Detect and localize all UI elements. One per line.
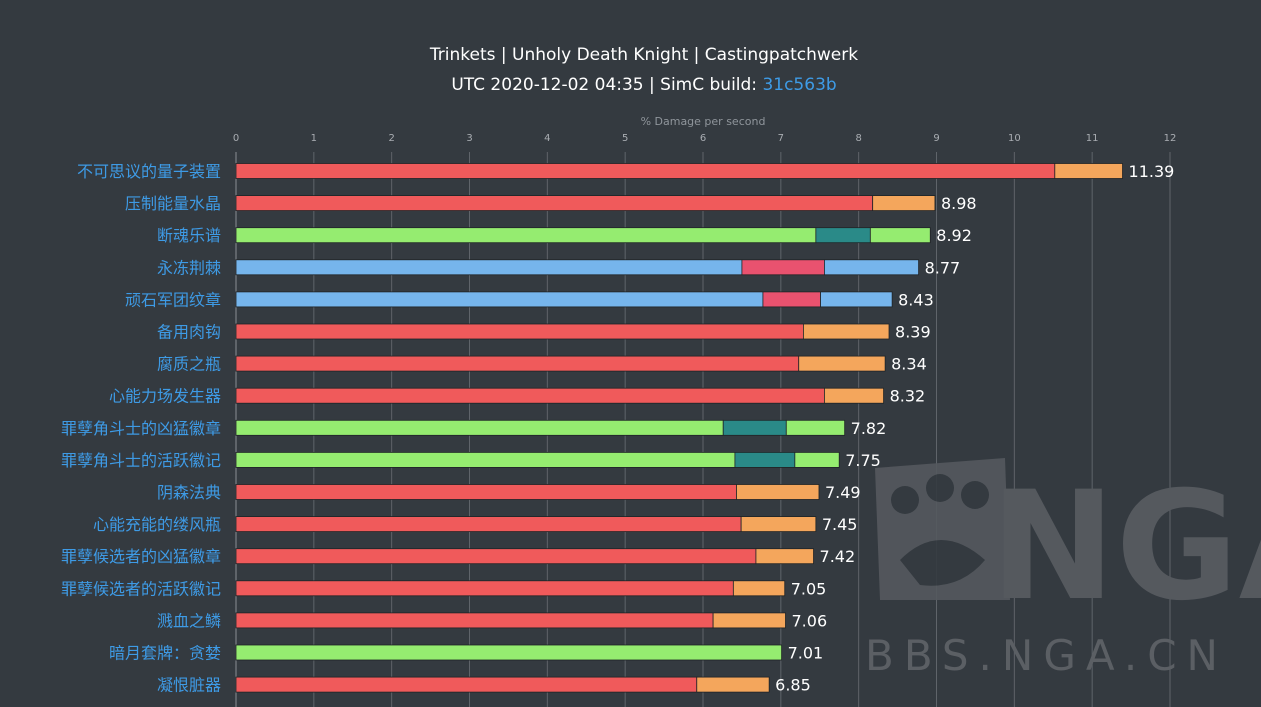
value-label: 8.92 bbox=[936, 226, 972, 245]
value-label: 8.34 bbox=[891, 355, 927, 374]
bar-segment[interactable] bbox=[235, 259, 743, 276]
bar-segment[interactable] bbox=[785, 419, 846, 436]
subtitle-text: UTC 2020-12-02 04:35 | SimC build: bbox=[451, 75, 762, 95]
chart-subtitle: UTC 2020-12-02 04:35 | SimC build: 31c56… bbox=[451, 75, 836, 95]
bar-segment[interactable] bbox=[1054, 163, 1123, 179]
value-label: 7.82 bbox=[851, 419, 887, 438]
category-label[interactable]: 罪孽角斗士的活跃徽记 bbox=[61, 451, 221, 470]
bar-segment[interactable] bbox=[732, 580, 786, 597]
value-label: 11.39 bbox=[1129, 162, 1175, 181]
bar-segment[interactable] bbox=[235, 484, 737, 500]
value-label: 7.42 bbox=[820, 547, 856, 566]
x-tick-label: 2 bbox=[388, 133, 394, 144]
watermark-site-text: BBS.NGA.CN bbox=[865, 631, 1228, 680]
category-label[interactable]: 心能力场发生器 bbox=[109, 387, 221, 406]
bar-segment[interactable] bbox=[235, 387, 825, 404]
value-label: 8.98 bbox=[941, 194, 977, 213]
bar-segment[interactable] bbox=[235, 676, 698, 693]
category-label[interactable]: 心能充能的缕风瓶 bbox=[93, 515, 221, 534]
x-axis-ticks: 0 1 2 3 4 5 6 7 8 9 10 11 12 bbox=[233, 133, 1177, 144]
category-label[interactable]: 断魂乐谱 bbox=[157, 226, 221, 245]
nga-watermark: NGA BBS.NGA.CN bbox=[865, 458, 1261, 680]
bar-segment[interactable] bbox=[872, 195, 936, 212]
category-label[interactable]: 溅血之鳞 bbox=[157, 611, 221, 630]
nga-paw-logo bbox=[875, 458, 1010, 600]
category-label[interactable]: 腐质之瓶 bbox=[157, 355, 221, 374]
bar-segment[interactable] bbox=[235, 516, 742, 532]
bar-segment[interactable] bbox=[815, 227, 871, 244]
x-tick-label: 11 bbox=[1086, 133, 1099, 144]
bar-segment[interactable] bbox=[696, 676, 770, 693]
category-labels: 不可思议的量子装置压制能量水晶断魂乐谱永冻荆棘顽石军团纹章备用肉钩腐质之瓶心能力… bbox=[61, 162, 221, 695]
bar-segment[interactable] bbox=[736, 484, 820, 500]
x-tick-label: 6 bbox=[700, 133, 706, 144]
category-label[interactable]: 顽石军团纹章 bbox=[125, 290, 221, 309]
category-label[interactable]: 罪孽候选者的活跃徽记 bbox=[61, 579, 221, 598]
bar-segment[interactable] bbox=[235, 291, 764, 308]
x-tick-label: 3 bbox=[466, 133, 472, 144]
bar-segment[interactable] bbox=[869, 227, 931, 244]
bar-segment[interactable] bbox=[235, 548, 757, 565]
value-label: 7.75 bbox=[845, 451, 881, 470]
value-label: 7.01 bbox=[788, 644, 824, 663]
bar-segment[interactable] bbox=[235, 163, 1056, 179]
category-label[interactable]: 暗月套牌：贪婪 bbox=[109, 644, 221, 663]
bar-segment[interactable] bbox=[740, 516, 817, 532]
category-label[interactable]: 备用肉钩 bbox=[157, 323, 221, 342]
x-tick-label: 4 bbox=[544, 133, 550, 144]
bar-segment[interactable] bbox=[235, 323, 804, 340]
value-label: 8.43 bbox=[898, 290, 934, 309]
bar-segment[interactable] bbox=[762, 291, 821, 308]
bar-segment[interactable] bbox=[794, 451, 840, 468]
x-tick-label: 7 bbox=[778, 133, 784, 144]
bar-segment[interactable] bbox=[824, 387, 884, 404]
bar-segment[interactable] bbox=[235, 644, 783, 661]
value-label: 7.05 bbox=[791, 579, 827, 598]
watermark-logo-text: NGA bbox=[990, 460, 1261, 634]
bar-segment[interactable] bbox=[755, 548, 814, 565]
category-label[interactable]: 罪孽候选者的凶猛徽章 bbox=[61, 547, 221, 566]
x-tick-label: 8 bbox=[855, 133, 861, 144]
category-label[interactable]: 永冻荆棘 bbox=[157, 258, 221, 277]
x-tick-label: 1 bbox=[311, 133, 317, 144]
bar-segment[interactable] bbox=[235, 419, 724, 436]
category-label[interactable]: 凝恨脏器 bbox=[157, 676, 221, 695]
value-label: 7.45 bbox=[822, 515, 858, 534]
bar-segment[interactable] bbox=[235, 227, 817, 244]
build-link[interactable]: 31c563b bbox=[762, 75, 836, 95]
bars bbox=[235, 163, 1123, 693]
value-label: 8.77 bbox=[925, 258, 961, 277]
bar-segment[interactable] bbox=[734, 451, 796, 468]
bar-segment[interactable] bbox=[741, 259, 825, 276]
value-label: 8.39 bbox=[895, 323, 931, 342]
value-label: 7.06 bbox=[792, 611, 828, 630]
category-label[interactable]: 罪孽角斗士的凶猛徽章 bbox=[61, 419, 221, 438]
bar-segment[interactable] bbox=[235, 451, 736, 468]
x-axis-title: % Damage per second bbox=[641, 115, 766, 128]
bar-segment[interactable] bbox=[798, 355, 886, 372]
chart-title: Trinkets | Unholy Death Knight | Casting… bbox=[429, 45, 858, 65]
category-label[interactable]: 阴森法典 bbox=[157, 483, 221, 502]
value-labels: 11.39 8.98 8.92 8.77 8.43 8.39 8.34 8.327.82 7.7… bbox=[775, 162, 1174, 695]
bar-segment[interactable] bbox=[235, 580, 734, 597]
x-tick-label: 5 bbox=[622, 133, 628, 144]
value-label: 7.49 bbox=[825, 483, 861, 502]
bar-segment[interactable] bbox=[235, 612, 714, 629]
x-tick-label: 12 bbox=[1164, 133, 1177, 144]
bar-segment[interactable] bbox=[235, 195, 874, 212]
x-tick-label: 10 bbox=[1008, 133, 1021, 144]
bar-segment[interactable] bbox=[820, 291, 893, 308]
x-tick-label: 9 bbox=[933, 133, 939, 144]
bar-segment[interactable] bbox=[235, 355, 800, 372]
category-label[interactable]: 不可思议的量子装置 bbox=[77, 162, 221, 181]
value-label: 6.85 bbox=[775, 676, 811, 695]
value-label: 8.32 bbox=[890, 387, 926, 406]
category-label[interactable]: 压制能量水晶 bbox=[125, 194, 221, 213]
x-tick-label: 0 bbox=[233, 133, 239, 144]
bar-segment[interactable] bbox=[824, 259, 919, 276]
bar-segment[interactable] bbox=[803, 323, 890, 340]
bar-segment[interactable] bbox=[722, 419, 787, 436]
bar-segment[interactable] bbox=[712, 612, 786, 629]
